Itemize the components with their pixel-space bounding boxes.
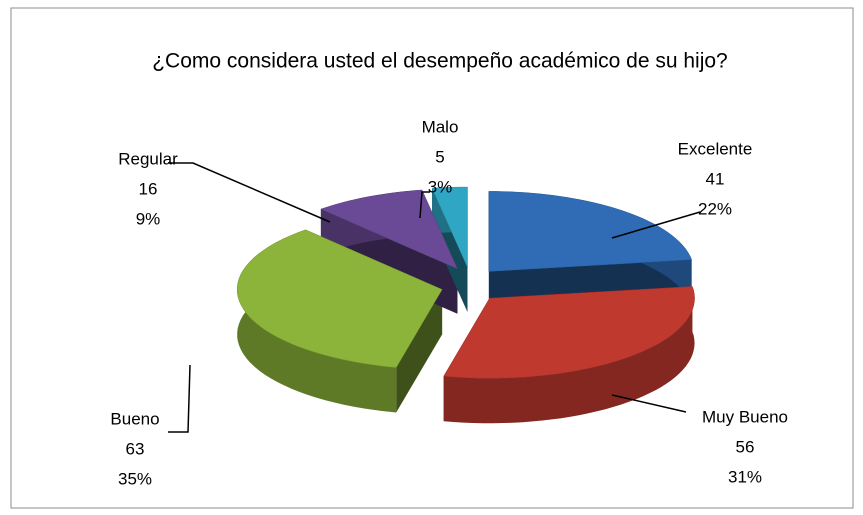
value-label: 63 bbox=[126, 439, 145, 458]
slice-rim bbox=[443, 286, 695, 424]
category-label: Excelente bbox=[678, 139, 753, 158]
slice bbox=[443, 286, 695, 379]
slice bbox=[320, 189, 458, 270]
percent-label: 31% bbox=[728, 467, 762, 486]
value-label: 5 bbox=[435, 147, 444, 166]
leader-line bbox=[419, 191, 430, 219]
category-label: Regular bbox=[118, 149, 178, 168]
slice bbox=[488, 191, 692, 272]
leader-line bbox=[611, 394, 687, 413]
leader-line bbox=[611, 211, 701, 239]
leader-line bbox=[168, 162, 331, 223]
percent-label: 35% bbox=[118, 469, 152, 488]
value-label: 56 bbox=[736, 437, 755, 456]
value-label: 41 bbox=[706, 169, 725, 188]
percent-label: 9% bbox=[136, 209, 161, 228]
category-label: Muy Bueno bbox=[702, 407, 788, 426]
percent-label: 3% bbox=[428, 177, 453, 196]
slice bbox=[236, 229, 443, 368]
category-label: Bueno bbox=[110, 409, 159, 428]
leader-line bbox=[168, 364, 191, 433]
percent-label: 22% bbox=[698, 199, 732, 218]
value-label: 16 bbox=[139, 179, 158, 198]
chart-title: ¿Como considera usted el desempeño acadé… bbox=[152, 50, 728, 73]
category-label: Malo bbox=[422, 117, 459, 136]
slice bbox=[431, 186, 468, 268]
